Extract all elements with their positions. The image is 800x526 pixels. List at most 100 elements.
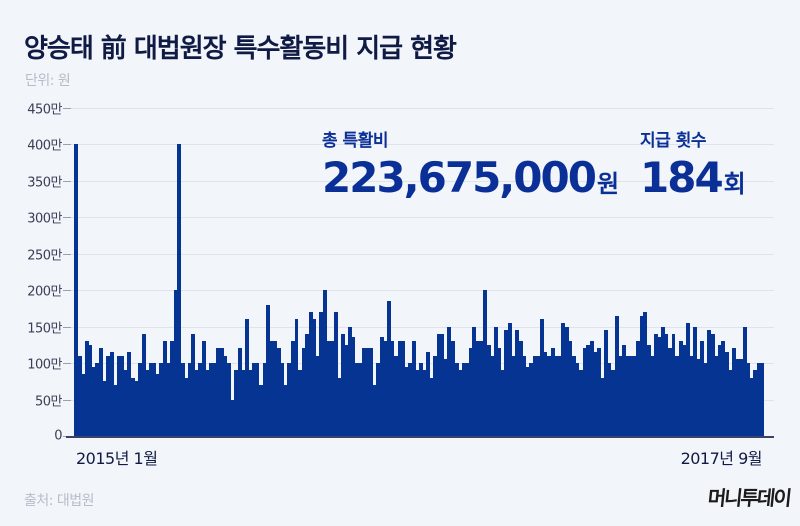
bar [518,341,523,436]
bar [479,341,484,436]
bar [632,355,637,436]
bar [383,341,388,436]
bar [77,355,82,436]
bar [84,341,89,436]
bar [639,315,644,436]
bar [703,363,708,436]
bar [746,363,751,436]
bar [721,341,726,436]
bar [607,363,612,436]
total-stat-suffix: 원 [596,170,620,198]
bar [621,344,626,436]
bar [290,341,295,436]
y-tick-mark [63,253,71,255]
bar [539,319,544,436]
bar [507,322,512,436]
bar [625,355,630,436]
bar [312,319,317,436]
x-axis-end-label: 2017년 9월 [680,449,763,468]
bar [443,359,448,436]
bar [525,366,530,436]
bar [205,370,210,436]
bar [255,363,260,436]
bar [582,348,587,436]
y-tick-label: 100만 [27,357,62,373]
bar [98,348,103,436]
chart-title: 양승태 前 대법원장 특수활동비 지급 현황 [24,34,457,64]
bar [756,363,761,436]
bar [493,326,498,436]
bar [557,355,562,436]
bar [109,352,114,436]
bar [276,348,281,436]
bar [223,355,228,436]
bar [258,384,263,436]
bar [390,341,395,436]
bar [298,370,303,436]
bar [657,337,662,436]
gridline [66,253,774,255]
bar [138,363,142,436]
bar [394,355,399,436]
y-tick-mark [63,217,71,218]
bar [95,363,100,436]
bar [198,363,203,436]
count-stat: 지급 횟수 184회 [640,126,746,199]
bar [596,348,601,436]
unit-label: 단위: 원 [25,73,71,89]
bar [532,355,537,436]
bar [177,144,182,436]
bar [202,341,206,436]
bar [451,341,455,436]
bar [81,373,86,436]
bar [344,344,349,436]
bar [74,144,78,436]
bar [369,348,374,436]
y-tick-label: 250만 [27,248,62,263]
bar [152,363,157,436]
bar [148,363,153,436]
bar [490,355,495,436]
bar [575,363,580,436]
bar [166,363,171,436]
bar [689,355,694,436]
bar [244,319,249,436]
gridline [66,217,774,218]
bar [667,348,672,436]
bar [586,344,591,436]
y-tick-mark [63,399,71,401]
bar [216,348,221,436]
bar [742,326,747,436]
bar [358,363,363,436]
bar [724,352,729,436]
bar [682,344,687,436]
bar [170,341,174,436]
bar [248,370,253,436]
y-tick-mark [63,326,71,328]
bar [710,333,715,436]
bar [685,322,690,436]
bar [728,370,733,436]
bar [155,373,160,436]
bar [440,333,445,436]
bar [522,355,527,436]
y-tick-mark [63,107,71,109]
bar [145,370,150,436]
bar [305,333,310,436]
bar [699,341,704,436]
bar [675,355,680,436]
y-tick-label: 50만 [34,394,63,409]
bar [436,333,441,436]
bar [653,333,658,436]
gridline [66,290,774,291]
gridline [66,326,774,328]
count-stat-value: 184 [640,153,724,202]
bar [319,311,324,436]
bar [760,363,765,436]
bar [326,341,331,436]
bar [408,363,413,436]
bar [234,370,238,436]
bar [88,344,93,436]
bar [618,355,623,436]
